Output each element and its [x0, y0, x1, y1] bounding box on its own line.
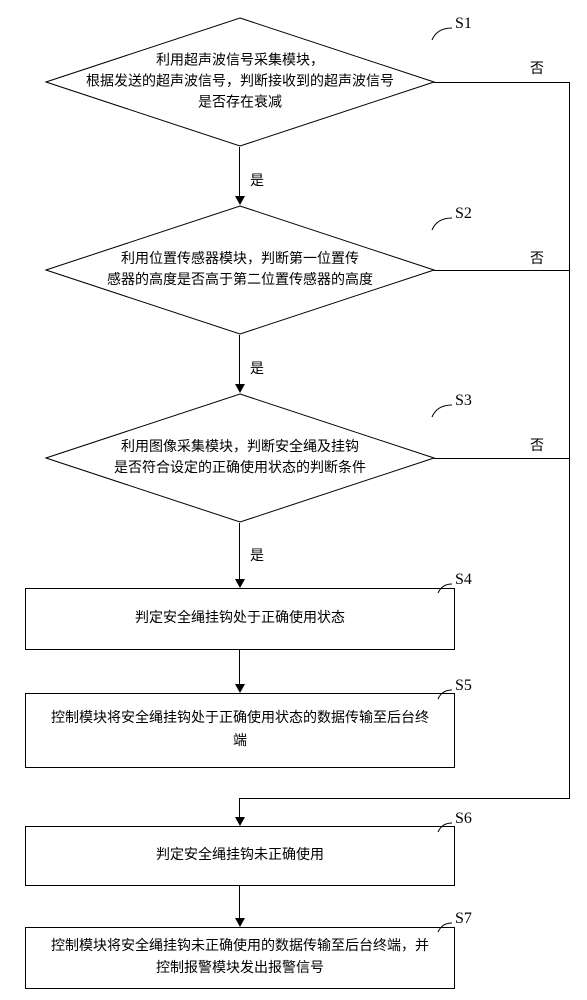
step-label-s6: S6: [455, 810, 472, 828]
step-label-s7: S7: [455, 910, 472, 928]
edge-r6-r7: [239, 886, 240, 919]
step-label-s5: S5: [455, 677, 472, 695]
edge-no1-h: [434, 82, 570, 83]
arrow-d3-r4: [235, 579, 245, 588]
edge-label-no3: 否: [530, 435, 544, 455]
edge-label-no1: 否: [530, 58, 544, 78]
edge-label-yes3: 是: [250, 545, 264, 565]
edge-no-bus: [569, 82, 570, 798]
process-s5: 控制模块将安全绳挂钩处于正确使用状态的数据传输至后台终端: [25, 693, 455, 768]
arrow-d2-d3: [235, 384, 245, 393]
decision-s3: 利用图像采集模块，判断安全绳及挂钩是否符合设定的正确使用状态的判断条件: [45, 393, 435, 523]
edge-no2-h: [434, 270, 570, 271]
edge-d3-r4: [239, 523, 240, 580]
step-label-s1: S1: [455, 15, 472, 33]
process-s7: 控制模块将安全绳挂钩未正确使用的数据传输至后台终端，并控制报警模块发出报警信号: [25, 927, 455, 989]
edge-label-no2: 否: [530, 248, 544, 268]
process-s5-text: 控制模块将安全绳挂钩处于正确使用状态的数据传输至后台终端: [51, 708, 429, 753]
process-s6: 判定安全绳挂钩未正确使用: [25, 826, 455, 886]
process-s7-text: 控制模块将安全绳挂钩未正确使用的数据传输至后台终端，并控制报警模块发出报警信号: [51, 936, 429, 981]
edge-no3-h: [434, 458, 570, 459]
decision-s2-text: 利用位置传感器模块，判断第一位置传感器的高度是否高于第二位置传感器的高度: [45, 249, 435, 291]
decision-s2: 利用位置传感器模块，判断第一位置传感器的高度是否高于第二位置传感器的高度: [45, 205, 435, 335]
edge-no-into-r6-h: [240, 798, 570, 799]
decision-s1-text: 利用超声波信号采集模块，根据发送的超声波信号，判断接收到的超声波信号是否存在衰减: [45, 51, 435, 114]
process-s6-text: 判定安全绳挂钩未正确使用: [156, 845, 324, 867]
arrow-d1-d2: [235, 196, 245, 205]
process-s4: 判定安全绳挂钩处于正确使用状态: [25, 588, 455, 650]
step-label-s2: S2: [455, 205, 472, 223]
decision-s3-text: 利用图像采集模块，判断安全绳及挂钩是否符合设定的正确使用状态的判断条件: [45, 437, 435, 479]
edge-no-into-r6-v: [239, 798, 240, 818]
edge-d2-d3: [239, 335, 240, 385]
process-s4-text: 判定安全绳挂钩处于正确使用状态: [135, 608, 345, 630]
arrow-r4-r5: [235, 684, 245, 693]
step-label-s3: S3: [455, 392, 472, 410]
step-label-s4: S4: [455, 571, 472, 589]
arrow-r6-r7: [235, 918, 245, 927]
arrow-no-r6: [235, 817, 245, 826]
edge-label-yes2: 是: [250, 358, 264, 378]
flowchart-canvas: 利用超声波信号采集模块，根据发送的超声波信号，判断接收到的超声波信号是否存在衰减…: [0, 0, 587, 1000]
edge-label-yes1: 是: [250, 170, 264, 190]
edge-d1-d2: [239, 147, 240, 197]
decision-s1: 利用超声波信号采集模块，根据发送的超声波信号，判断接收到的超声波信号是否存在衰减: [45, 17, 435, 147]
edge-r4-r5: [239, 650, 240, 685]
